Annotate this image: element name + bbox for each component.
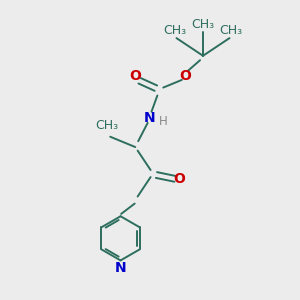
Text: CH₃: CH₃ xyxy=(219,24,242,37)
Text: N: N xyxy=(115,261,126,275)
Text: O: O xyxy=(179,69,191,83)
Text: CH₃: CH₃ xyxy=(96,119,119,132)
Text: H: H xyxy=(159,115,168,128)
Text: O: O xyxy=(129,69,141,83)
Text: N: N xyxy=(144,111,156,124)
Text: O: O xyxy=(173,172,185,186)
Text: CH₃: CH₃ xyxy=(191,18,214,31)
Text: CH₃: CH₃ xyxy=(164,24,187,37)
